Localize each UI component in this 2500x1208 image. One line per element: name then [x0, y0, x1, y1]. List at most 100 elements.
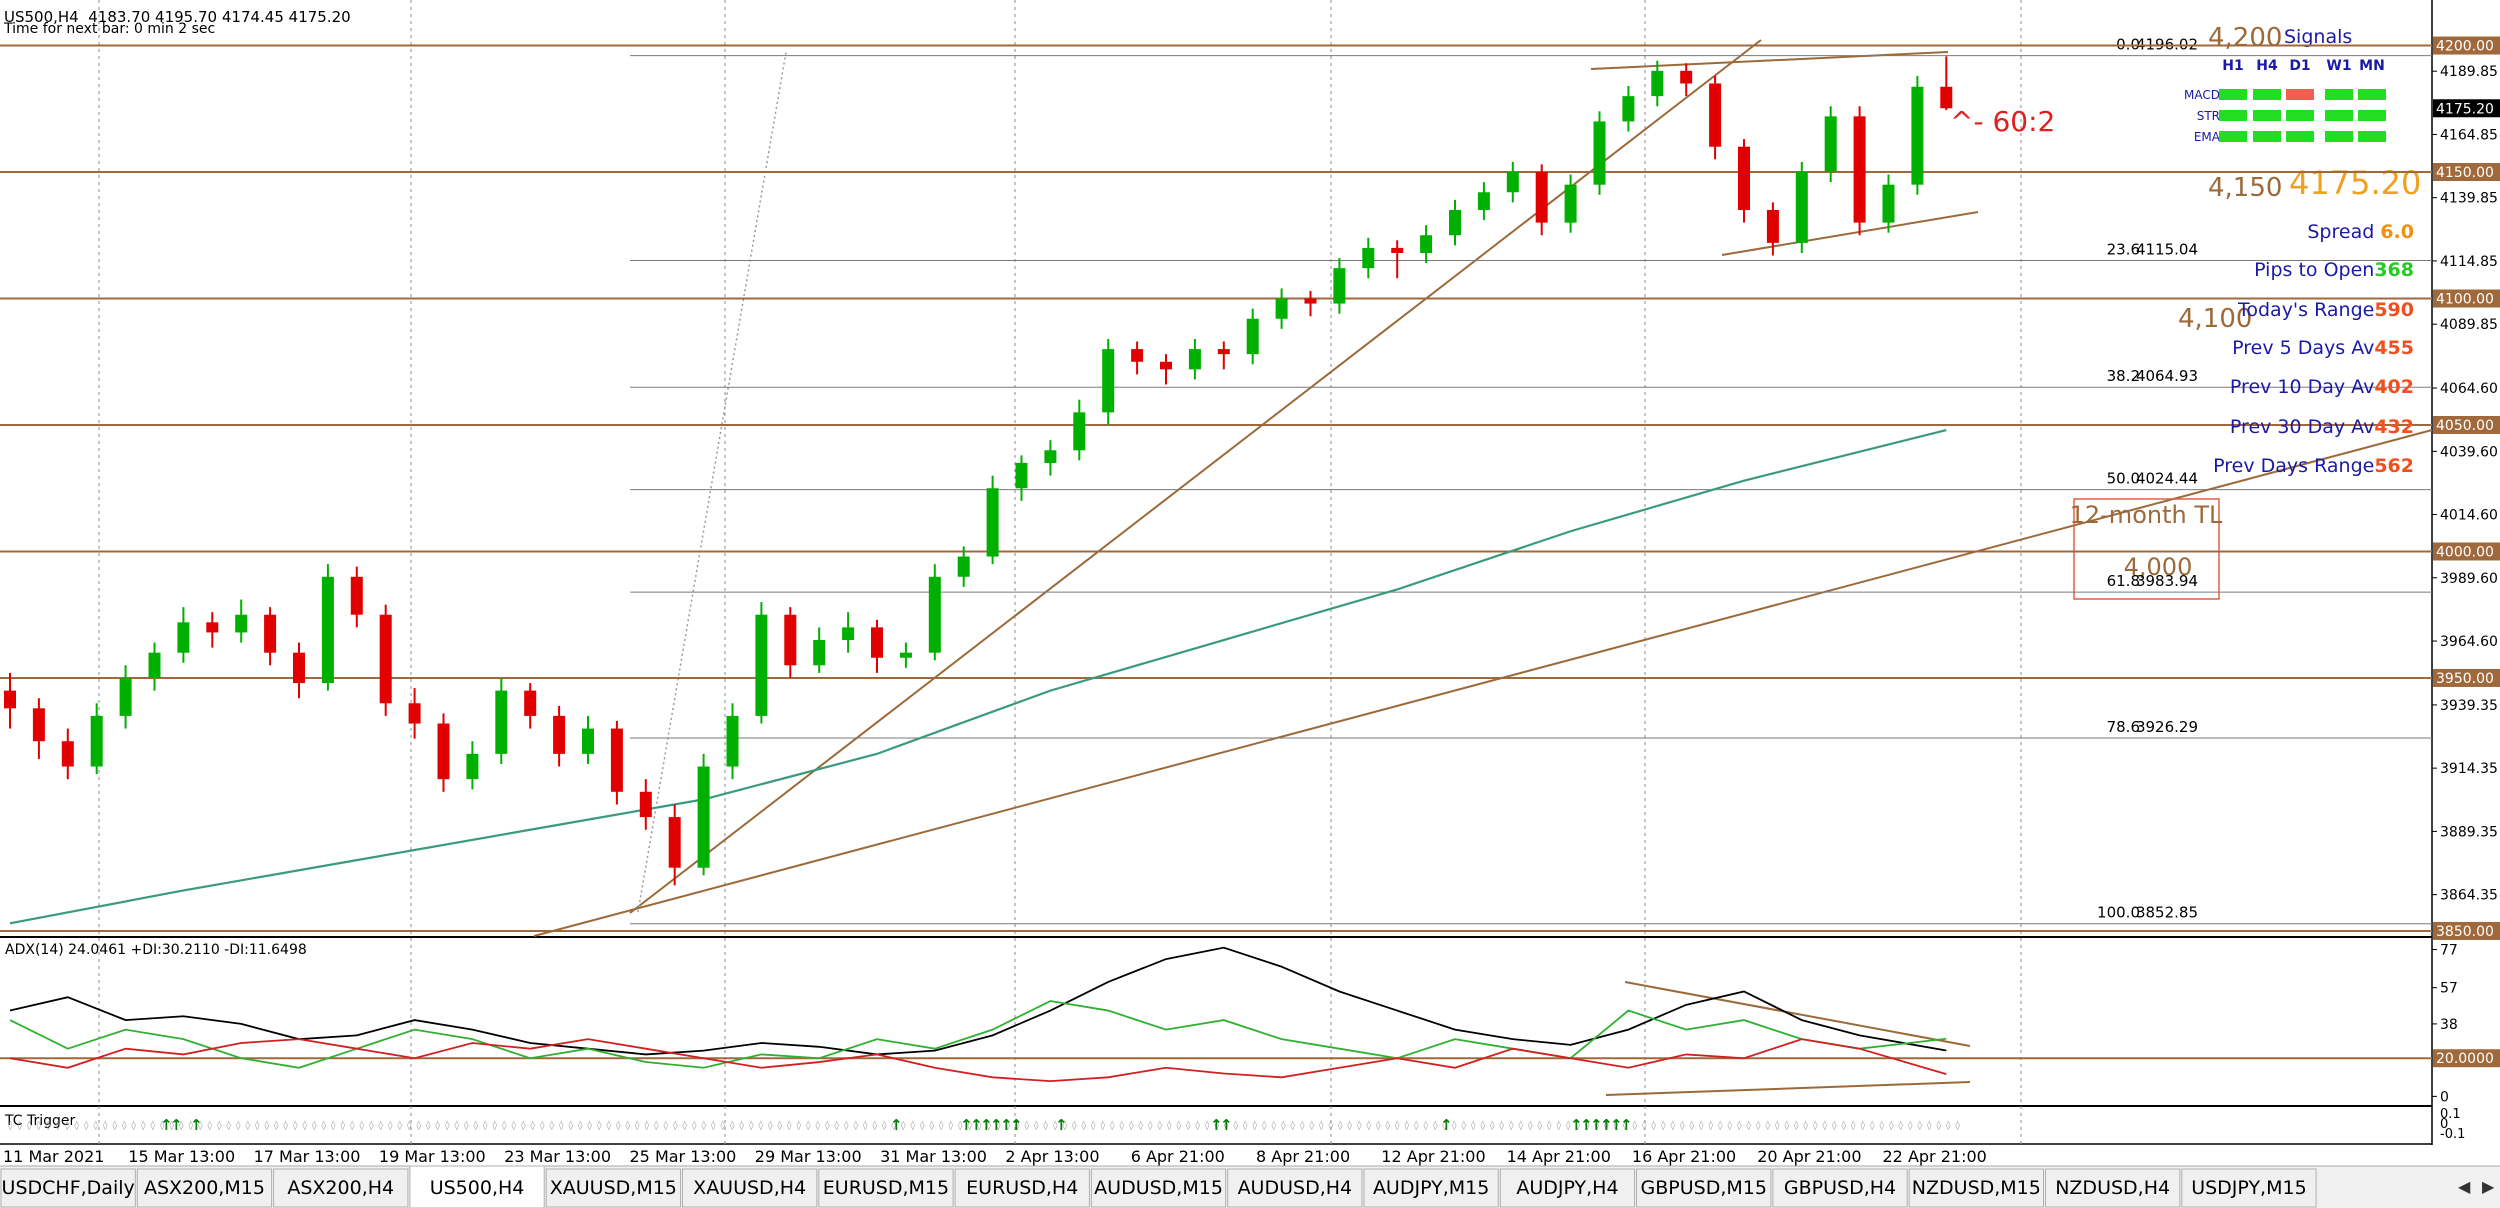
tab[interactable] [1363, 1168, 1499, 1208]
tc-arrow: ↑ [1590, 1116, 1603, 1134]
y-tick-label: 38 [2440, 1017, 2458, 1033]
tc-glyph: ◊ [1557, 1120, 1562, 1131]
tab-label[interactable]: AUDJPY,M15 [1373, 1177, 1489, 1199]
tab[interactable] [1227, 1168, 1363, 1208]
candle-body [899, 652, 912, 658]
tc-glyph: ◊ [455, 1120, 460, 1131]
tc-glyph: ◊ [445, 1120, 450, 1131]
tab[interactable] [1772, 1168, 1908, 1208]
candle-body [871, 627, 883, 658]
tc-glyph: ◊ [1661, 1120, 1666, 1131]
tab-label[interactable]: XAUUSD,H4 [693, 1177, 806, 1199]
tc-glyph: ◊ [1329, 1120, 1334, 1131]
tc-glyph: ◊ [645, 1120, 650, 1131]
tc-glyph: ◊ [1633, 1120, 1638, 1131]
tc-glyph: ◊ [1452, 1120, 1457, 1131]
tc-glyph: ◊ [65, 1120, 70, 1131]
tc-glyph: ◊ [1823, 1120, 1828, 1131]
info-label: Pips to Open [2254, 259, 2374, 281]
tc-glyph: ◊ [312, 1120, 317, 1131]
candle-body [32, 708, 45, 742]
tab[interactable] [1908, 1168, 2044, 1208]
tab[interactable] [818, 1168, 954, 1208]
tab-label[interactable]: AUDJPY,H4 [1516, 1177, 1618, 1199]
candle-body [1564, 184, 1577, 223]
candle-body [495, 690, 508, 754]
level-label-box [2433, 921, 2500, 940]
x-tick-label: 16 Apr 21:00 [1632, 1147, 1736, 1166]
tab[interactable] [954, 1168, 1090, 1208]
candle-body [1651, 70, 1664, 97]
tc-glyph: ◊ [1595, 1120, 1600, 1131]
tab-label[interactable]: GBPUSD,H4 [1784, 1177, 1896, 1199]
tc-glyph: ◊ [1395, 1120, 1400, 1131]
tc-glyph: ◊ [37, 1120, 42, 1131]
tab[interactable] [545, 1168, 682, 1208]
candle-body [1131, 349, 1144, 362]
tab-scroll-left[interactable]: ◀ [2458, 1177, 2471, 1196]
tc-glyph: ◊ [1918, 1120, 1923, 1131]
tab-label[interactable]: ASX200,M15 [144, 1177, 265, 1199]
tc-glyph: ◊ [664, 1120, 669, 1131]
tab[interactable] [2181, 1168, 2317, 1208]
period-separators [98, 0, 2022, 1144]
tab-label[interactable]: AUDUSD,M15 [1094, 1177, 1223, 1199]
tc-glyph: ◊ [702, 1120, 707, 1131]
tab-label[interactable]: USDJPY,M15 [2191, 1177, 2306, 1199]
tab[interactable] [0, 1168, 136, 1208]
tc-arrow: ↑ [970, 1116, 983, 1134]
tab-label[interactable]: AUDUSD,H4 [1238, 1177, 1353, 1199]
tab[interactable] [273, 1168, 409, 1208]
tc-glyph: ◊ [132, 1120, 137, 1131]
tc-glyph: ◊ [816, 1120, 821, 1131]
x-tick-label: 23 Mar 13:00 [504, 1147, 611, 1166]
tab-label[interactable]: US500,H4 [430, 1177, 525, 1199]
candle-body [1709, 83, 1722, 147]
tab[interactable] [2045, 1168, 2181, 1208]
candle-body [928, 576, 941, 653]
candle-body [293, 652, 305, 684]
chart-title: US500,H4 4183.70 4195.70 4174.45 4175.20 [4, 8, 351, 26]
tab-label[interactable]: XAUUSD,M15 [550, 1177, 677, 1199]
tc-glyph: ◊ [1680, 1120, 1685, 1131]
tc-glyph: ◊ [417, 1120, 422, 1131]
tab-label[interactable]: NZDUSD,M15 [1912, 1177, 2041, 1199]
tab[interactable] [1499, 1168, 1636, 1208]
tab[interactable] [1636, 1168, 1772, 1208]
tab[interactable] [1090, 1168, 1227, 1208]
tab-label[interactable]: NZDUSD,H4 [2055, 1177, 2170, 1199]
y-tick-label: 4164.85 [2440, 127, 2498, 143]
tc-glyph: ◊ [46, 1120, 51, 1131]
level-label-box [2433, 668, 2500, 687]
tc-glyph: ◊ [1424, 1120, 1429, 1131]
tc-glyph: ◊ [1614, 1120, 1619, 1131]
x-tick-label: 12 Apr 21:00 [1381, 1147, 1485, 1166]
tab-label[interactable]: ASX200,H4 [287, 1177, 394, 1199]
tab[interactable] [682, 1168, 818, 1208]
tab-label[interactable]: EURUSD,H4 [966, 1177, 1078, 1199]
signal-box [2286, 131, 2314, 142]
candle-body [148, 652, 161, 678]
info-row: Prev 10 Day Av402 [2230, 376, 2414, 398]
info-row: Spread 6.0 [2307, 221, 2414, 243]
signal-box [2286, 110, 2314, 121]
tc-glyph: ◊ [1443, 1120, 1448, 1131]
level-label-box [2433, 36, 2500, 55]
candle-body [610, 728, 623, 792]
tc-glyph: ◊ [1433, 1120, 1438, 1131]
tab-label[interactable]: USDCHF,Daily [2, 1177, 135, 1199]
tc-glyph: ◊ [493, 1120, 498, 1131]
tab-active[interactable] [409, 1165, 545, 1208]
tab-scroll-right[interactable]: ▶ [2482, 1177, 2495, 1196]
tab-label[interactable]: GBPUSD,M15 [1641, 1177, 1767, 1199]
tc-glyph: ◊ [1205, 1120, 1210, 1131]
tc-glyph: ◊ [1120, 1120, 1125, 1131]
signal-box [2219, 110, 2247, 121]
tab[interactable] [136, 1168, 273, 1208]
tc-glyph: ◊ [27, 1120, 32, 1131]
tc-glyph: ◊ [1861, 1120, 1866, 1131]
tl-note: 12-month TL [2070, 501, 2223, 529]
tc-glyph: ◊ [246, 1120, 251, 1131]
tc-glyph: ◊ [1196, 1120, 1201, 1131]
tab-label[interactable]: EURUSD,M15 [823, 1177, 949, 1199]
